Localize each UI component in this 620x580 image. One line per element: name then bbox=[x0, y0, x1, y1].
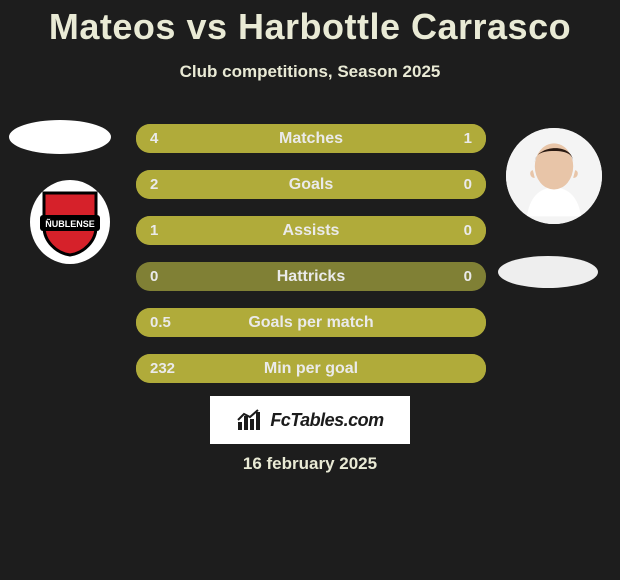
stat-value-right: 0 bbox=[464, 262, 472, 291]
stat-label: Hattricks bbox=[136, 262, 486, 291]
branding-text: FcTables.com bbox=[270, 410, 383, 431]
stat-row: 0.5Goals per match bbox=[136, 308, 486, 337]
stat-row: 232Min per goal bbox=[136, 354, 486, 383]
stat-fill-right bbox=[416, 124, 486, 153]
stat-row: 4Matches1 bbox=[136, 124, 486, 153]
stat-fill-left bbox=[136, 308, 486, 337]
branding-badge: FcTables.com bbox=[210, 396, 410, 444]
page-title: Mateos vs Harbottle Carrasco bbox=[0, 0, 620, 48]
team-left-logo: ÑUBLENSE bbox=[30, 180, 110, 264]
stat-fill-left bbox=[136, 216, 486, 245]
player-left-avatar bbox=[9, 120, 111, 154]
stat-fill-left bbox=[136, 354, 486, 383]
comparison-chart: 4Matches1 2Goals0 1Assists0 0Hattricks0 0.5G… bbox=[136, 124, 486, 400]
stat-value-left: 0 bbox=[150, 262, 158, 291]
team-right-logo bbox=[498, 256, 598, 288]
stat-row: 2Goals0 bbox=[136, 170, 486, 199]
stat-fill-left bbox=[136, 170, 486, 199]
player-right-avatar bbox=[506, 128, 602, 224]
stat-row: 1Assists0 bbox=[136, 216, 486, 245]
chart-icon bbox=[236, 408, 264, 432]
stat-fill-left bbox=[136, 124, 416, 153]
page-subtitle: Club competitions, Season 2025 bbox=[0, 62, 620, 82]
date-label: 16 february 2025 bbox=[0, 454, 620, 474]
banner-text: ÑUBLENSE bbox=[45, 219, 95, 229]
stat-row: 0Hattricks0 bbox=[136, 262, 486, 291]
